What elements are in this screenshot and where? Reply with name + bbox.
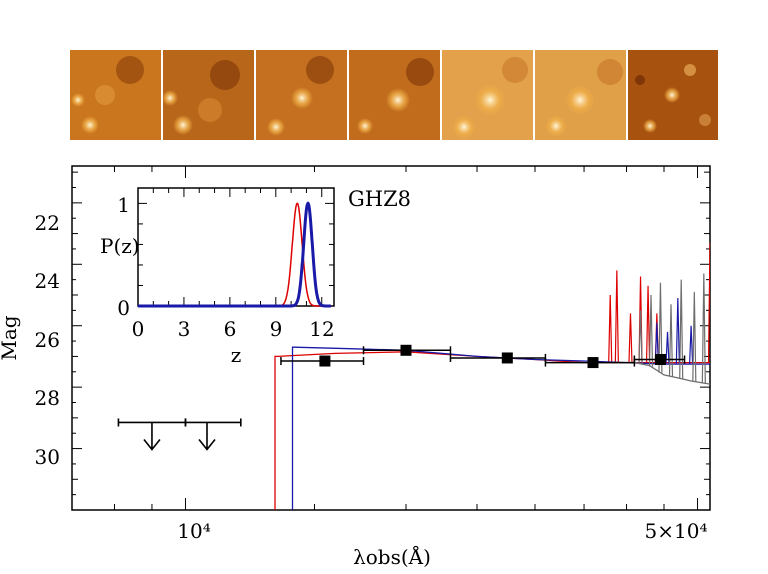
photometry-point bbox=[319, 355, 331, 367]
emission-line-spike bbox=[707, 242, 710, 363]
main-axis-ticks bbox=[71, 166, 710, 510]
y-tick-label: 30 bbox=[35, 445, 60, 469]
cutout-4 bbox=[349, 50, 440, 140]
emission-line-spike bbox=[628, 313, 633, 363]
x-tick-label: 10⁴ bbox=[177, 519, 210, 543]
y-tick-labels: 22 24 26 28 30 bbox=[35, 211, 60, 469]
cutout-2 bbox=[162, 50, 254, 140]
emission-line-spike bbox=[648, 294, 654, 367]
y-tick-label: 24 bbox=[35, 269, 60, 293]
model-spectrum-line bbox=[634, 361, 710, 385]
x-axis-label: λobs(Å) bbox=[353, 544, 431, 569]
cutout-3 bbox=[256, 50, 347, 140]
x-tick-label: 5×10⁴ bbox=[645, 519, 708, 543]
chart-title: GHZ8 bbox=[348, 187, 411, 211]
inset-y-tick-label: 1 bbox=[117, 193, 130, 217]
cutout-6 bbox=[535, 50, 626, 140]
image-cutout-strip bbox=[70, 50, 718, 140]
inset-x-tick-label: 9 bbox=[270, 317, 283, 341]
emission-line-spike bbox=[645, 285, 651, 363]
y-tick-label: 28 bbox=[35, 386, 60, 410]
main-points-group bbox=[117, 344, 686, 451]
emission-line-spike bbox=[688, 325, 694, 365]
inset-x-axis-label: z bbox=[231, 343, 242, 367]
photometry-point bbox=[501, 352, 513, 364]
cutout-1 bbox=[70, 50, 161, 140]
y-axis-label: Mag bbox=[0, 315, 21, 360]
emission-line-spike bbox=[675, 298, 680, 365]
inset-x-tick-label: 3 bbox=[178, 317, 191, 341]
emission-line-spike bbox=[614, 270, 619, 363]
emission-line-spike bbox=[692, 291, 697, 382]
main-series-group bbox=[274, 242, 710, 510]
emission-line-spike bbox=[679, 279, 684, 379]
inset-y-tick-label: 0 bbox=[117, 296, 130, 320]
emission-line-spike bbox=[658, 282, 663, 373]
emission-line-spike bbox=[638, 310, 643, 364]
photometry-point bbox=[587, 357, 599, 369]
cutout-5 bbox=[442, 50, 533, 140]
inset-series-group bbox=[138, 201, 331, 308]
inset-x-tick-label: 6 bbox=[224, 317, 237, 341]
inset-x-tick-label: 0 bbox=[132, 317, 145, 341]
emission-line-spike bbox=[608, 294, 613, 363]
upper-limit-arrow bbox=[143, 422, 161, 451]
model-spectrum-line bbox=[274, 351, 710, 510]
y-tick-label: 26 bbox=[35, 328, 60, 352]
model-spectrum-line bbox=[291, 346, 710, 510]
emission-line-spike bbox=[668, 304, 674, 377]
pz-curve bbox=[138, 201, 331, 308]
inset-y-axis-label: P(z) bbox=[100, 234, 140, 258]
upper-limit-arrow bbox=[198, 422, 216, 451]
emission-line-spike bbox=[701, 273, 706, 384]
emission-line-spike bbox=[665, 331, 670, 365]
y-tick-label: 22 bbox=[35, 211, 60, 235]
cutout-7 bbox=[628, 50, 718, 140]
emission-line-spike bbox=[654, 322, 659, 364]
inset-x-tick-label: 12 bbox=[309, 317, 334, 341]
photometry-point bbox=[654, 354, 666, 365]
photometry-point bbox=[400, 344, 412, 356]
main-axes-frame bbox=[71, 165, 711, 511]
